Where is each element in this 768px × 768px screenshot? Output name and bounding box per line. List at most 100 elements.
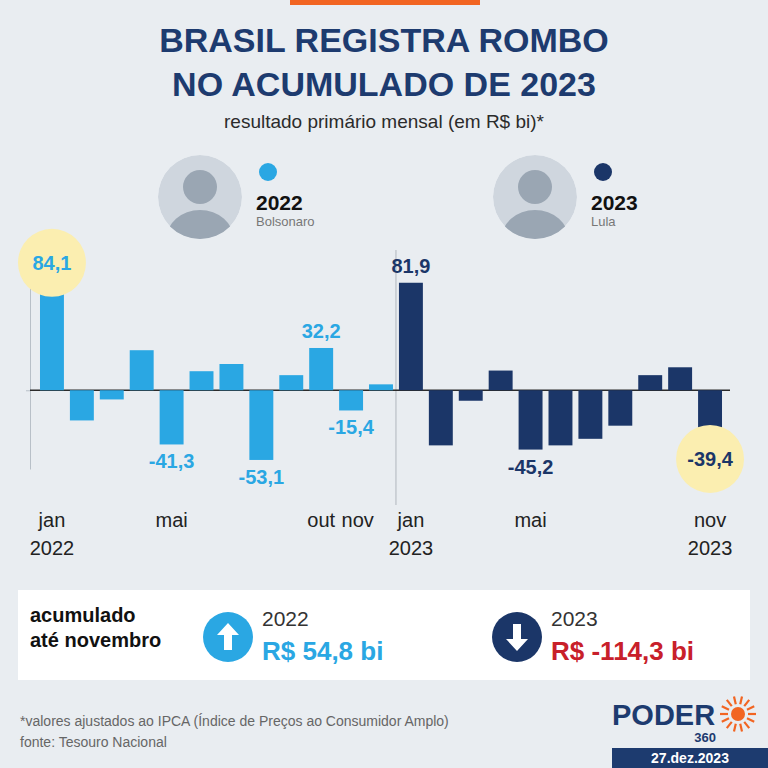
- x-tick: nov2023: [688, 509, 733, 559]
- data-label: -39,4: [687, 448, 733, 470]
- data-label: -41,3: [149, 450, 195, 472]
- sun-ray: [720, 713, 728, 715]
- bar: [489, 371, 513, 391]
- bar: [70, 390, 94, 420]
- sun-ray: [740, 696, 742, 704]
- data-label: -53,1: [239, 466, 285, 488]
- bar: [608, 390, 632, 425]
- sun-ray: [744, 700, 749, 706]
- x-tick: jan2022: [30, 509, 75, 559]
- note: *valores ajustados ao IPCA (Índice de Pr…: [20, 713, 449, 729]
- highlight: [18, 229, 86, 297]
- portrait-body: [501, 210, 569, 270]
- x-tick-label: jan2022: [30, 509, 75, 559]
- title: BRASIL REGISTRA ROMBONO ACUMULADO DE 202…: [159, 21, 609, 103]
- portrait-head: [518, 170, 552, 204]
- bar: [130, 350, 154, 390]
- date: 27.dez.2023: [651, 750, 729, 766]
- y-axis: [26, 260, 31, 470]
- y-axis-line: [30, 260, 31, 470]
- sun-ray: [748, 713, 756, 715]
- legend-item: 2022Bolsonaro: [158, 155, 315, 270]
- x-tick: mai: [155, 509, 187, 531]
- logo: PODER360 27.dez.2023: [612, 696, 768, 768]
- bar: [339, 390, 363, 410]
- date-bar: [612, 748, 768, 768]
- bar: [429, 390, 453, 445]
- bar: [249, 390, 273, 460]
- y-tick-mark: [26, 390, 30, 391]
- bar: [459, 390, 483, 401]
- x-tick-label: nov2023: [688, 509, 733, 559]
- brand-number: 360: [694, 730, 716, 745]
- brand-name: PODER: [612, 699, 715, 731]
- legend-item: 2023Lula: [493, 155, 638, 270]
- sun-ray: [744, 722, 749, 728]
- data-label: 32,2: [302, 320, 341, 342]
- portrait: [493, 155, 577, 270]
- summary-value: R$ 54,8 bi: [262, 636, 383, 666]
- x-tick: out: [307, 509, 335, 531]
- arrow-badge: [492, 612, 542, 662]
- x-tick: mai: [514, 509, 546, 531]
- period-divider: [395, 250, 396, 505]
- y-tick: [26, 390, 30, 391]
- source: fonte: Tesouro Nacional: [20, 734, 167, 750]
- summary-item: 2022 R$ 54,8 bi: [203, 607, 383, 666]
- data-labels: 84,1 -41,3 -53,1 32,2 -15,4 81,9 -45,2 -39,4: [32, 252, 733, 488]
- arrow: [217, 623, 239, 650]
- portrait-head: [183, 170, 217, 204]
- arrow: [506, 624, 528, 651]
- portrait-body: [166, 210, 234, 270]
- bar: [578, 390, 602, 439]
- data-label: 81,9: [391, 255, 430, 277]
- x-tick-label: mai: [155, 509, 187, 531]
- summary-year: 2022: [262, 607, 309, 630]
- bar: [100, 390, 124, 399]
- legend-dot: [594, 163, 612, 181]
- legend-dot: [259, 163, 277, 181]
- data-label: 84,1: [32, 252, 71, 274]
- summary-value: R$ -114,3 bi: [551, 636, 694, 666]
- x-axis: jan2022 mai outnov jan2023 mai nov2023: [30, 509, 733, 559]
- legend-sublabel: Bolsonaro: [256, 214, 315, 229]
- sun-ray: [734, 696, 736, 704]
- x-tick: jan2023: [389, 509, 434, 559]
- bar: [279, 375, 303, 390]
- portrait: [158, 155, 242, 270]
- sun-ray: [727, 700, 732, 706]
- data-label: -45,2: [508, 456, 554, 478]
- summary: acumuladoaté novembro 2022 R$ 54,8 bi 2023 R…: [18, 590, 750, 680]
- summary-label: acumuladoaté novembro: [30, 604, 161, 651]
- sun-ray: [734, 724, 736, 732]
- sun-ray: [747, 706, 754, 709]
- subtitle: resultado primário mensal (em R$ bi)*: [224, 111, 545, 132]
- bar: [638, 375, 662, 390]
- sun-core: [731, 707, 745, 721]
- sun-ray: [722, 718, 729, 721]
- bar: [190, 371, 214, 390]
- bar: [549, 390, 573, 445]
- infographic: BRASIL REGISTRA ROMBONO ACUMULADO DE 202…: [0, 0, 768, 768]
- x-tick: nov: [342, 509, 374, 531]
- bar: [309, 348, 333, 390]
- legend-sublabel: Lula: [591, 214, 616, 229]
- bars: [40, 280, 722, 460]
- bar: [369, 384, 393, 390]
- summary-item: 2023 R$ -114,3 bi: [492, 607, 694, 666]
- legend-label: 2023: [591, 191, 638, 214]
- sun-ray: [727, 722, 732, 728]
- highlight: [676, 425, 744, 493]
- top-accent: [290, 0, 480, 5]
- highlights: [18, 229, 744, 493]
- summary-year: 2023: [551, 607, 598, 630]
- bar: [219, 364, 243, 390]
- sun-ray: [740, 724, 742, 732]
- bar: [399, 283, 423, 390]
- sun-ray: [747, 718, 754, 721]
- arrow-badge: [203, 612, 253, 662]
- data-label: -15,4: [328, 416, 374, 438]
- background: [0, 0, 768, 768]
- bar: [519, 390, 543, 449]
- bar: [160, 390, 184, 444]
